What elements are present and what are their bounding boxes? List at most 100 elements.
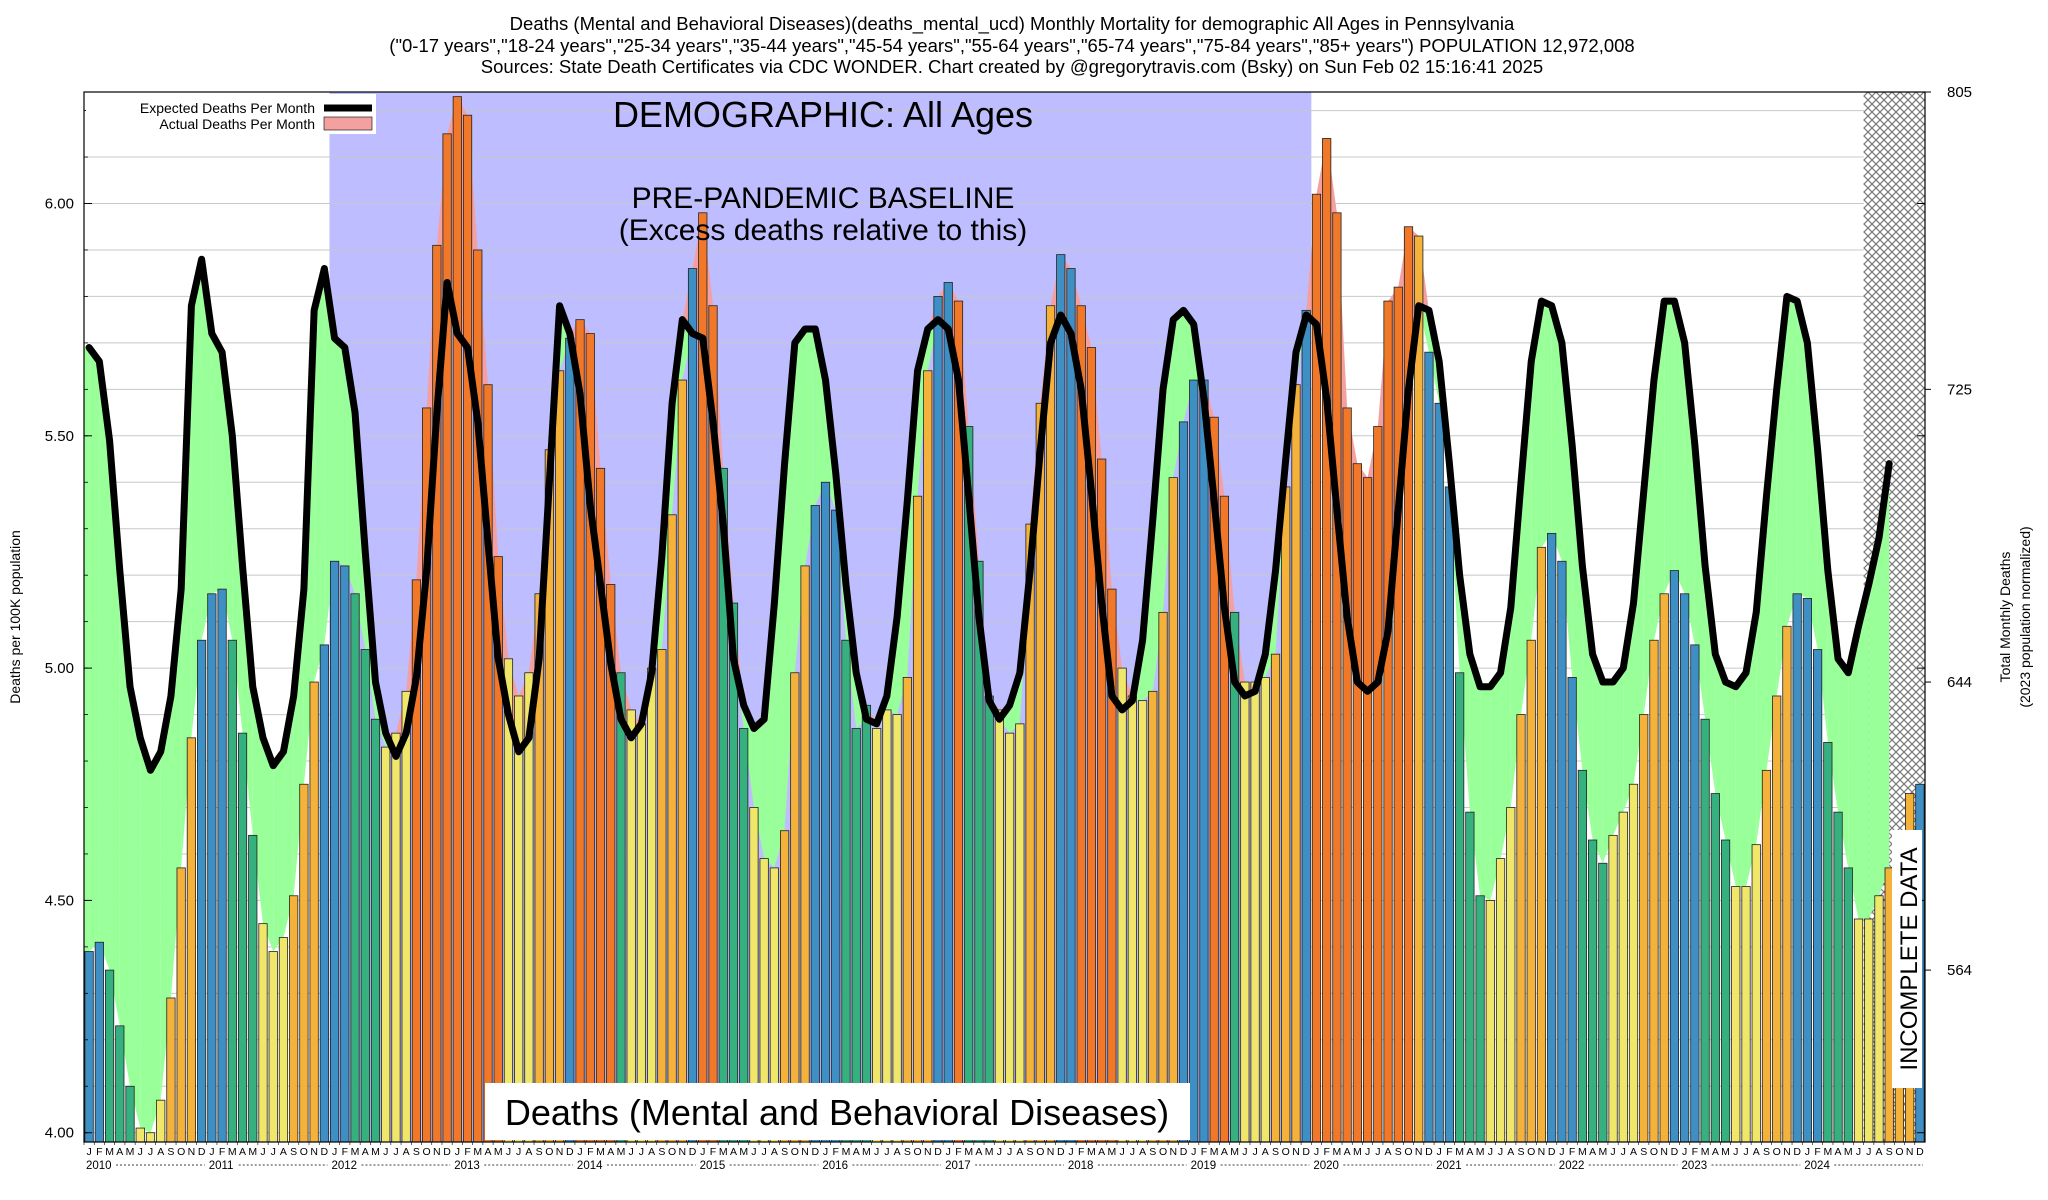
deficit-fill-segment <box>99 361 110 971</box>
x-month-label: M <box>1823 1146 1832 1158</box>
bar <box>872 728 882 1143</box>
x-month-label: J <box>1498 1146 1503 1158</box>
bar <box>1301 309 1311 1143</box>
x-month-label: M <box>126 1146 135 1158</box>
x-month-label: S <box>1886 1146 1893 1158</box>
deficit-fill-segment <box>1643 380 1654 715</box>
x-month-label: A <box>239 1146 246 1158</box>
bar <box>1383 300 1393 1143</box>
x-month-label: M <box>248 1146 257 1158</box>
baseline-subtitle: (Excess deaths relative to this) <box>619 214 1028 247</box>
bar <box>227 639 237 1143</box>
x-year-label: 2017 <box>945 1160 971 1172</box>
chart-title-line2: ("0-17 years","18-24 years","25-34 years… <box>389 35 1634 56</box>
deficit-fill-segment <box>1684 342 1695 645</box>
bar <box>1424 351 1434 1143</box>
baseline-title: PRE-PANDEMIC BASELINE <box>632 182 1015 215</box>
x-month-label: J <box>383 1146 388 1158</box>
bar <box>984 695 994 1143</box>
x-month-label: D <box>1302 1146 1310 1158</box>
x-month-label: O <box>913 1146 921 1158</box>
deficit-fill-segment <box>1725 682 1736 887</box>
deficit-fill-segment <box>273 751 284 952</box>
y2-tick-label: 805 <box>1947 84 1972 101</box>
x-month-label: J <box>1007 1146 1012 1158</box>
x-month-label: J <box>1365 1146 1370 1158</box>
bar <box>370 718 381 1143</box>
bar <box>912 495 923 1143</box>
bar <box>1005 732 1015 1143</box>
deficit-fill-segment <box>1602 682 1614 864</box>
x-month-label: M <box>1108 1146 1117 1158</box>
x-month-label: O <box>791 1146 799 1158</box>
legend-actual-swatch <box>323 116 373 131</box>
x-month-label: M <box>739 1146 748 1158</box>
x-month-label: A <box>1466 1146 1473 1158</box>
bar <box>1659 593 1669 1143</box>
x-month-label: A <box>730 1146 737 1158</box>
x-month-label: D <box>321 1146 329 1158</box>
x-month-label: D <box>934 1146 942 1158</box>
deficit-fill-segment <box>283 695 294 938</box>
deficit-fill-segment <box>89 347 100 952</box>
demographic-label: DEMOGRAPHIC: All Ages <box>613 94 1033 135</box>
x-year-label: 2024 <box>1804 1160 1830 1172</box>
x-month-label: J <box>1488 1146 1493 1158</box>
deficit-fill-segment <box>140 737 151 1133</box>
x-month-label: M <box>985 1146 994 1158</box>
x-month-label: F <box>219 1146 225 1158</box>
bar <box>115 1025 125 1143</box>
deficit-fill-segment <box>1797 301 1808 599</box>
bar <box>309 681 319 1143</box>
x-year-label: 2014 <box>577 1160 603 1172</box>
bar <box>1536 546 1547 1143</box>
y2-tick-label: 725 <box>1947 381 1972 398</box>
bar <box>125 1085 135 1143</box>
x-month-label: D <box>1916 1146 1924 1158</box>
deficit-fill-segment <box>334 338 345 566</box>
bar <box>882 709 892 1143</box>
x-month-label: F <box>342 1146 348 1158</box>
deficit-fill-segment <box>262 737 274 952</box>
deficit-fill-segment <box>1551 305 1562 562</box>
bar <box>1485 900 1495 1143</box>
bar <box>1291 384 1301 1143</box>
bar <box>1137 700 1148 1143</box>
bar <box>319 644 329 1143</box>
bar <box>248 834 258 1143</box>
bar <box>1598 862 1608 1143</box>
bar <box>1618 811 1628 1143</box>
x-month-label: S <box>1517 1146 1524 1158</box>
expected-line <box>85 255 1893 774</box>
deficit-fill-segment <box>1858 584 1869 919</box>
bar <box>1168 477 1178 1143</box>
x-month-label: N <box>1660 1146 1668 1158</box>
deficit-fill-segment <box>1613 668 1624 836</box>
x-month-label: F <box>96 1146 102 1158</box>
deficit-fill-segment <box>1592 654 1603 864</box>
x-month-label: J <box>138 1146 143 1158</box>
deficit-fill-segment <box>1490 672 1501 901</box>
x-month-label: F <box>587 1146 593 1158</box>
deficit-fill-segment <box>1480 686 1491 901</box>
bar <box>820 481 831 1143</box>
x-month-label: J <box>1866 1146 1871 1158</box>
bar <box>452 96 462 1143</box>
x-month-label: J <box>1242 1146 1247 1158</box>
bar <box>1608 834 1618 1143</box>
deficit-fill-segment <box>1664 301 1675 594</box>
x-month-label: J <box>209 1146 214 1158</box>
deficit-fill-segment <box>1746 612 1757 887</box>
x-month-label: M <box>1087 1146 1096 1158</box>
bar <box>933 296 943 1143</box>
bar <box>1761 769 1772 1143</box>
x-month-label: A <box>607 1146 614 1158</box>
bar <box>340 565 350 1143</box>
x-month-label: J <box>260 1146 265 1158</box>
x-month-label: A <box>1385 1146 1392 1158</box>
bar <box>104 969 115 1143</box>
deficit-fill-segment <box>1786 296 1798 627</box>
bar <box>1045 305 1056 1143</box>
bar <box>1260 676 1270 1143</box>
